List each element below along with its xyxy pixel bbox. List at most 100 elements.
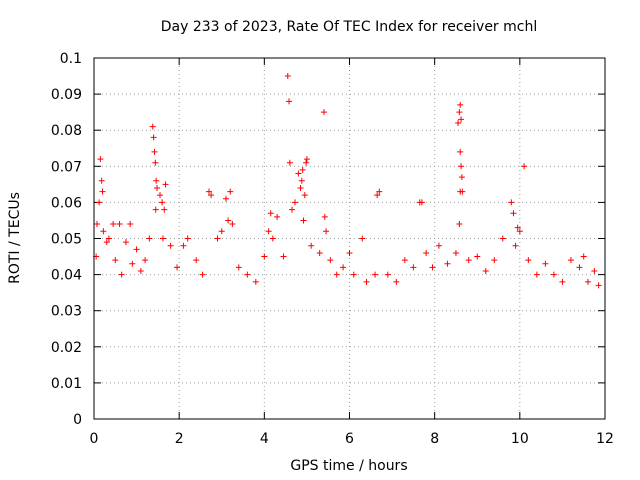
data-point	[152, 159, 159, 166]
data-point	[137, 267, 144, 274]
data-point	[127, 221, 134, 228]
data-point	[96, 199, 103, 206]
data-point	[244, 271, 251, 278]
data-point	[218, 228, 225, 235]
data-point	[303, 159, 310, 166]
data-point	[162, 181, 169, 188]
data-point	[376, 188, 383, 195]
data-point	[208, 192, 215, 199]
data-point	[435, 242, 442, 249]
data-point	[159, 235, 166, 242]
y-tick-label: 0.06	[51, 195, 82, 211]
data-point	[308, 242, 315, 249]
data-point	[455, 119, 462, 126]
data-point	[410, 264, 417, 271]
y-axis-label: ROTI / TECUs	[7, 192, 23, 284]
data-point	[580, 253, 587, 260]
data-point	[591, 267, 598, 274]
data-point	[223, 195, 230, 202]
data-point	[157, 192, 164, 199]
data-point	[167, 242, 174, 249]
data-point	[261, 253, 268, 260]
data-point	[474, 253, 481, 260]
data-point	[550, 271, 557, 278]
y-tick-label: 0.04	[51, 268, 82, 284]
data-point	[180, 242, 187, 249]
data-point	[444, 260, 451, 267]
data-point	[112, 257, 119, 264]
data-point	[299, 166, 306, 173]
data-point	[323, 228, 330, 235]
data-point	[508, 199, 515, 206]
data-point	[142, 257, 149, 264]
data-point	[316, 249, 323, 256]
data-point	[225, 217, 232, 224]
grid-lines	[94, 58, 605, 419]
data-point	[93, 221, 100, 228]
data-point	[533, 271, 540, 278]
data-point	[374, 192, 381, 199]
data-point	[159, 199, 166, 206]
data-point	[154, 184, 161, 191]
data-point	[214, 235, 221, 242]
data-point	[459, 188, 466, 195]
data-point	[363, 278, 370, 285]
data-point	[457, 148, 464, 155]
data-point	[269, 235, 276, 242]
data-point	[401, 257, 408, 264]
data-points	[93, 73, 602, 289]
data-point	[298, 177, 305, 184]
data-point	[284, 73, 291, 80]
data-point	[576, 264, 583, 271]
data-point	[327, 257, 334, 264]
data-point	[521, 163, 528, 170]
data-point	[301, 192, 308, 199]
data-point	[297, 184, 304, 191]
data-point	[98, 177, 105, 184]
data-point	[103, 239, 110, 246]
data-point	[291, 199, 298, 206]
data-point	[510, 210, 517, 217]
data-point	[149, 123, 156, 130]
data-point	[110, 221, 117, 228]
data-point	[384, 271, 391, 278]
data-point	[516, 228, 523, 235]
data-point	[151, 148, 158, 155]
data-point	[457, 101, 464, 108]
data-point	[423, 249, 430, 256]
data-point	[153, 177, 160, 184]
plot-frame	[93, 57, 606, 420]
y-tick-label: 0.01	[51, 376, 82, 392]
data-point	[133, 246, 140, 253]
data-point	[320, 109, 327, 116]
data-point	[584, 278, 591, 285]
data-point	[295, 170, 302, 177]
data-point	[595, 282, 602, 289]
y-tick-label: 0.03	[51, 304, 82, 320]
data-point	[491, 257, 498, 264]
data-point	[372, 271, 379, 278]
data-point	[105, 235, 112, 242]
data-point	[97, 156, 104, 163]
data-point	[99, 188, 106, 195]
x-tick-label: 2	[175, 431, 184, 447]
data-point	[286, 159, 293, 166]
y-tick-label: 0.02	[51, 340, 82, 356]
y-tick-label: 0.1	[60, 51, 82, 67]
data-point	[122, 239, 129, 246]
data-point	[456, 109, 463, 116]
data-point	[465, 257, 472, 264]
data-point	[321, 213, 328, 220]
data-point	[116, 221, 123, 228]
data-point	[289, 206, 296, 213]
data-point	[265, 228, 272, 235]
data-point	[482, 267, 489, 274]
y-tick-label: 0.08	[51, 123, 82, 139]
x-tick-label: 10	[511, 431, 529, 447]
data-point	[333, 271, 340, 278]
data-point	[340, 264, 347, 271]
data-point	[350, 271, 357, 278]
data-point	[227, 188, 234, 195]
data-point	[542, 260, 549, 267]
data-point	[429, 264, 436, 271]
